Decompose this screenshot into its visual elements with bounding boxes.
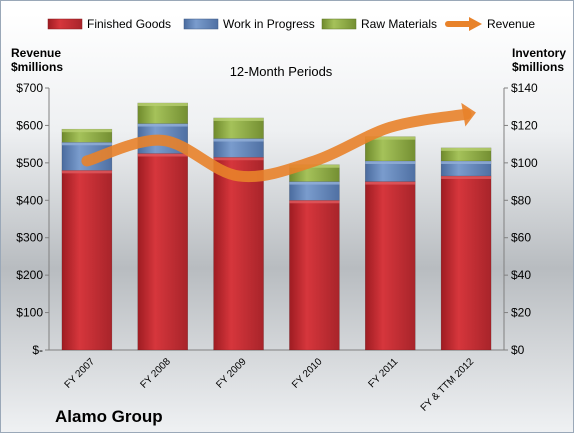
bar-segment-highlight [137,153,188,157]
bar-segment-highlight [441,175,492,179]
bar-segment-highlight [289,181,340,185]
revenue-arrowhead [461,102,476,127]
bar-segment-work-in-progress [365,160,416,182]
right-tick-label: $40 [511,268,531,282]
right-axis-title-line1: Inventory [512,46,566,60]
bar-segment-raw-materials [365,136,416,162]
bar-segment-raw-materials [213,117,264,139]
bar-segment-highlight [289,200,340,204]
x-tick-label: FY 2010 [290,356,325,391]
legend-label-revenue: Revenue [487,17,535,31]
legend-label-finished-goods: Finished Goods [87,17,171,31]
legend-swatch-finished-goods [47,18,83,30]
bar-segment-highlight [365,136,416,140]
right-axis-title-line2: $millions [512,60,564,74]
bar-segment-highlight [365,181,416,185]
left-axis-title-line2: $millions [11,60,63,74]
left-axis-title-line1: Revenue [11,46,61,60]
bar-segment-highlight [61,142,112,146]
right-tick-label: $20 [511,306,531,320]
legend-label-work-in-progress: Work in Progress [223,17,315,31]
right-tick-label: $80 [511,193,531,207]
bar-segment-raw-materials [137,102,188,124]
left-tick-label: $500 [16,156,43,170]
left-tick-label: $700 [16,81,43,95]
left-tick-label: $100 [16,306,43,320]
right-tick-label: $0 [511,343,525,357]
chart-title: 12-Month Periods [230,64,333,79]
bar-segment-finished-goods [61,170,113,351]
legend: Finished Goods Work in Progress Raw Mate… [47,17,535,31]
stacked-bars [61,102,492,351]
right-tick-label: $140 [511,81,538,95]
bar-segment-finished-goods [440,175,492,351]
bar-segment-finished-goods [213,156,264,351]
x-tick-label: FY & TTM 2012 [419,356,477,414]
revenue-series [81,102,476,183]
revenue-line [81,108,472,183]
bar-segment-highlight [61,129,112,133]
legend-swatch-raw-materials [321,18,357,30]
legend-swatch-revenue-arrowhead [469,17,482,31]
bar-segment-highlight [365,160,416,164]
company-name: Alamo Group [55,407,163,426]
right-axis-ticks: $0 $20 $40 $60 $80 $100 $120 $140 [504,81,538,357]
bar-segment-finished-goods [365,181,416,351]
left-tick-label: $600 [16,118,43,132]
right-tick-label: $120 [511,118,538,132]
right-tick-label: $100 [511,156,538,170]
bar-segment-highlight [137,102,188,106]
right-tick-label: $60 [511,231,531,245]
bar-segment-highlight [441,160,492,164]
left-tick-label: $200 [16,268,43,282]
bar-segment-highlight [137,123,188,127]
bar-segment-finished-goods [289,200,340,351]
legend-swatch-work-in-progress [183,18,219,30]
bar-segment-highlight [61,170,112,174]
x-tick-label: FY 2008 [138,356,173,391]
bar-segment-finished-goods [137,153,188,351]
left-tick-label: $400 [16,193,43,207]
x-tick-label: FY 2007 [63,356,98,391]
bar-segment-highlight [441,147,492,151]
x-axis-labels: FY 2007 FY 2008 FY 2009 FY 2010 FY 2011 FY & … [63,356,477,414]
bar-segment-highlight [213,138,264,142]
left-tick-label: $- [32,343,43,357]
bar-segment-highlight [213,117,264,121]
left-axis-ticks: $- $100 $200 $300 $400 $500 $600 $700 [16,81,49,357]
legend-label-raw-materials: Raw Materials [361,17,437,31]
left-tick-label: $300 [16,231,43,245]
bar-segment-highlight [213,157,264,161]
x-tick-label: FY 2011 [367,356,401,390]
x-tick-label: FY 2009 [214,356,249,391]
